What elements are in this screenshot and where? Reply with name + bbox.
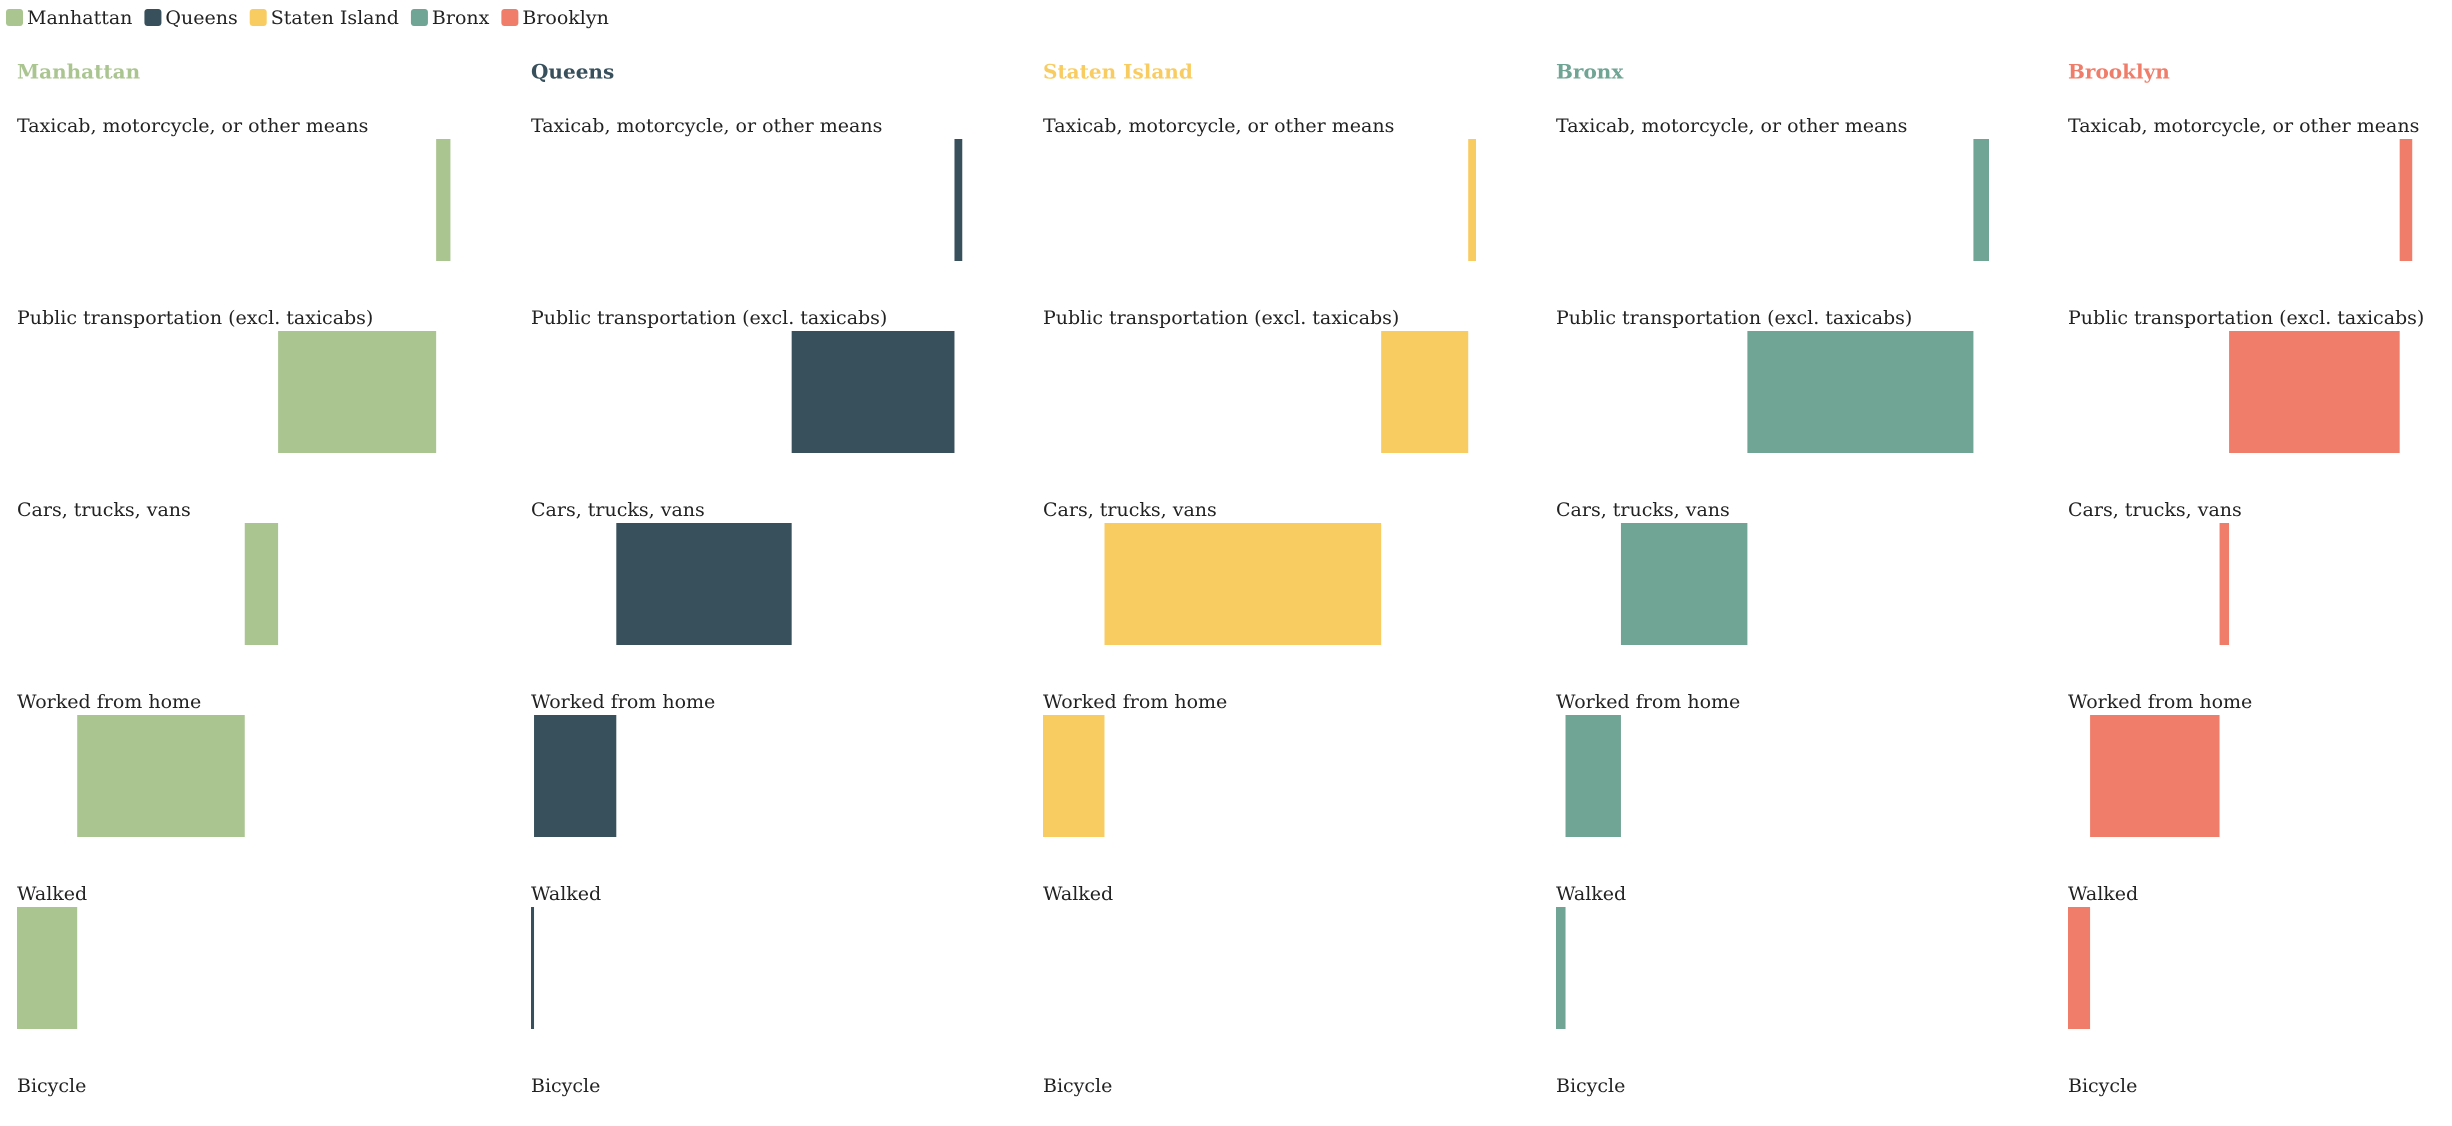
row-label: Taxicab, motorcycle, or other means bbox=[2068, 115, 2419, 137]
bar bbox=[1565, 715, 1621, 837]
row-label: Bicycle bbox=[1556, 1075, 1625, 1097]
row-label: Bicycle bbox=[17, 1075, 86, 1097]
row-label: Walked bbox=[1556, 883, 1626, 905]
legend-label: Staten Island bbox=[271, 7, 399, 29]
legend-swatch bbox=[410, 9, 428, 26]
bar bbox=[2068, 907, 2091, 1029]
bar bbox=[2399, 139, 2413, 261]
bar bbox=[1620, 523, 1748, 645]
bar bbox=[2219, 523, 2230, 645]
row-label: Worked from home bbox=[531, 691, 715, 713]
row-label: Cars, trucks, vans bbox=[2068, 499, 2242, 521]
bar bbox=[2229, 331, 2400, 453]
row-label: Cars, trucks, vans bbox=[1556, 499, 1730, 521]
legend-label: Bronx bbox=[432, 7, 490, 29]
row-label: Taxicab, motorcycle, or other means bbox=[17, 115, 368, 137]
row-label: Cars, trucks, vans bbox=[531, 499, 705, 521]
panel-title: Brooklyn bbox=[2068, 60, 2170, 84]
row-label: Public transportation (excl. taxicabs) bbox=[1556, 307, 1912, 329]
bar bbox=[1381, 331, 1469, 453]
legend-swatch bbox=[6, 9, 23, 26]
panel-title: Staten Island bbox=[1043, 60, 1193, 84]
row-label: Cars, trucks, vans bbox=[17, 499, 191, 521]
panel-title: Manhattan bbox=[17, 60, 141, 84]
bar bbox=[954, 139, 963, 261]
row-label: Public transportation (excl. taxicabs) bbox=[531, 307, 887, 329]
row-label: Worked from home bbox=[1556, 691, 1740, 713]
row-label: Public transportation (excl. taxicabs) bbox=[2068, 307, 2424, 329]
bar bbox=[1747, 331, 1974, 453]
bar bbox=[244, 523, 279, 645]
row-label: Taxicab, motorcycle, or other means bbox=[1556, 115, 1907, 137]
bar bbox=[1556, 907, 1566, 1029]
bar bbox=[436, 139, 451, 261]
bar bbox=[1104, 523, 1382, 645]
bar bbox=[791, 331, 955, 453]
legend-label: Manhattan bbox=[27, 7, 132, 29]
row-label: Bicycle bbox=[1043, 1075, 1112, 1097]
row-label: Walked bbox=[17, 883, 87, 905]
legend-swatch bbox=[249, 9, 267, 26]
bar bbox=[534, 715, 617, 837]
bar bbox=[77, 715, 245, 837]
row-label: Walked bbox=[1043, 883, 1113, 905]
row-label: Worked from home bbox=[1043, 691, 1227, 713]
row-label: Taxicab, motorcycle, or other means bbox=[1043, 115, 1394, 137]
legend-swatch bbox=[144, 9, 162, 26]
row-label: Walked bbox=[531, 883, 601, 905]
legend-label: Brooklyn bbox=[522, 7, 608, 29]
bar bbox=[278, 331, 437, 453]
bar bbox=[2090, 715, 2220, 837]
legend-label: Queens bbox=[165, 7, 237, 29]
row-label: Bicycle bbox=[531, 1075, 600, 1097]
bar bbox=[1043, 715, 1105, 837]
row-label: Public transportation (excl. taxicabs) bbox=[17, 307, 373, 329]
bar bbox=[17, 907, 78, 1029]
row-label: Public transportation (excl. taxicabs) bbox=[1043, 307, 1399, 329]
row-label: Bicycle bbox=[2068, 1075, 2137, 1097]
row-label: Taxicab, motorcycle, or other means bbox=[531, 115, 882, 137]
row-label: Worked from home bbox=[17, 691, 201, 713]
row-label: Walked bbox=[2068, 883, 2138, 905]
row-label: Worked from home bbox=[2068, 691, 2252, 713]
row-label: Cars, trucks, vans bbox=[1043, 499, 1217, 521]
panel-title: Bronx bbox=[1556, 60, 1624, 84]
bar bbox=[1973, 139, 1989, 261]
legend-swatch bbox=[501, 9, 519, 26]
bar bbox=[531, 907, 535, 1029]
bar bbox=[616, 523, 792, 645]
bar bbox=[1468, 139, 1476, 261]
panel-title: Queens bbox=[531, 60, 614, 84]
